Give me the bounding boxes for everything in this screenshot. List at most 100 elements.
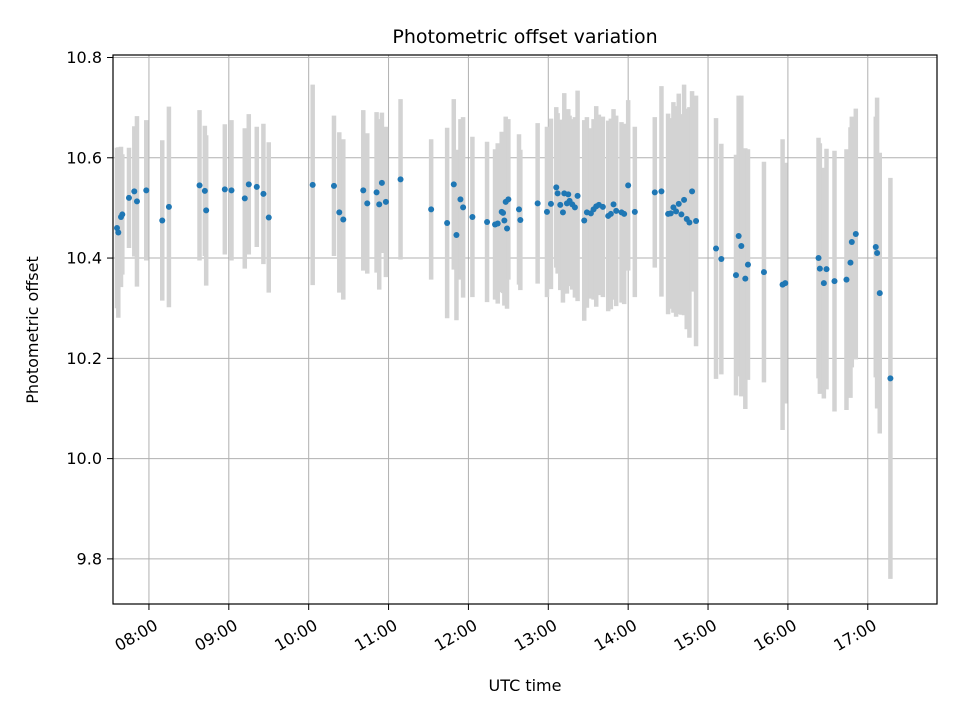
plot-frame <box>112 54 938 605</box>
data-point <box>543 208 550 215</box>
y-tick-label: 10.2 <box>66 349 102 368</box>
data-point <box>848 239 855 246</box>
data-point <box>693 217 700 224</box>
data-point <box>245 181 252 188</box>
data-point <box>554 190 561 197</box>
data-point <box>874 250 881 257</box>
y-tick-label: 10.6 <box>66 148 102 167</box>
data-point <box>559 209 566 216</box>
data-point <box>501 217 508 224</box>
data-point <box>428 206 435 213</box>
data-point <box>732 272 739 279</box>
data-point <box>376 201 383 208</box>
data-point <box>607 210 614 217</box>
data-point <box>673 208 680 215</box>
data-point <box>610 201 617 208</box>
data-point <box>872 244 879 251</box>
data-point <box>574 192 581 199</box>
data-point <box>360 187 367 194</box>
data-point <box>823 266 830 273</box>
data-point <box>744 261 751 268</box>
data-point <box>457 196 464 203</box>
data-point <box>228 187 235 194</box>
data-point <box>453 231 460 238</box>
data-point <box>119 211 126 218</box>
data-point <box>378 179 385 186</box>
data-point <box>340 216 347 223</box>
data-point <box>484 218 491 225</box>
data-point <box>782 280 789 287</box>
data-point <box>675 200 682 207</box>
data-point <box>735 232 742 239</box>
data-point <box>505 196 512 203</box>
data-point <box>534 200 541 207</box>
data-point <box>253 183 260 190</box>
data-point <box>843 276 850 283</box>
data-point <box>581 217 588 224</box>
y-tick-label: 9.8 <box>77 549 102 568</box>
data-point <box>599 203 606 210</box>
data-point <box>115 229 122 236</box>
data-point <box>143 187 150 194</box>
y-axis-label: Photometric offset <box>23 256 42 404</box>
data-point <box>444 219 451 226</box>
data-point <box>113 224 120 231</box>
data-point <box>382 198 389 205</box>
data-point <box>336 209 343 216</box>
data-point <box>667 210 674 217</box>
y-tick-label: 10.0 <box>66 449 102 468</box>
chart-title: Photometric offset variation <box>392 26 657 48</box>
data-point <box>201 187 208 194</box>
data-point <box>760 269 767 276</box>
data-point <box>613 207 620 214</box>
data-point <box>713 245 720 252</box>
data-point <box>397 176 404 183</box>
data-point <box>816 265 823 272</box>
data-point <box>221 186 228 193</box>
data-point <box>718 256 725 263</box>
data-point <box>469 213 476 220</box>
data-point <box>553 184 560 191</box>
data-point <box>547 200 554 207</box>
data-point <box>196 182 203 189</box>
data-point <box>504 225 511 232</box>
data-point <box>517 216 524 223</box>
y-tick-label: 10.4 <box>66 249 102 268</box>
data-point <box>738 243 745 250</box>
data-point <box>516 206 523 213</box>
data-point <box>159 217 166 224</box>
data-point <box>686 219 693 226</box>
data-point <box>133 198 140 205</box>
data-point <box>651 189 658 196</box>
data-point <box>203 207 210 214</box>
data-point <box>565 191 572 198</box>
data-point <box>309 181 316 188</box>
data-point <box>165 203 172 210</box>
data-point <box>330 182 337 189</box>
y-tick-label: 10.8 <box>66 48 102 67</box>
data-point <box>265 214 272 221</box>
data-point <box>460 204 467 211</box>
data-point <box>241 195 248 202</box>
data-point <box>500 209 507 216</box>
data-point <box>847 259 854 266</box>
data-point <box>494 220 501 227</box>
data-point <box>364 200 371 207</box>
data-point <box>631 208 638 215</box>
data-point <box>625 182 632 189</box>
data-point <box>681 196 688 203</box>
data-point <box>887 375 894 382</box>
data-point <box>820 280 827 287</box>
data-point <box>876 290 883 297</box>
data-points <box>113 176 894 382</box>
data-point <box>260 190 267 197</box>
data-point <box>831 278 838 285</box>
x-axis-label: UTC time <box>489 676 562 695</box>
data-point <box>131 188 138 195</box>
data-point <box>678 211 685 218</box>
data-point <box>621 210 628 217</box>
data-point <box>373 189 380 196</box>
data-point <box>571 204 578 211</box>
